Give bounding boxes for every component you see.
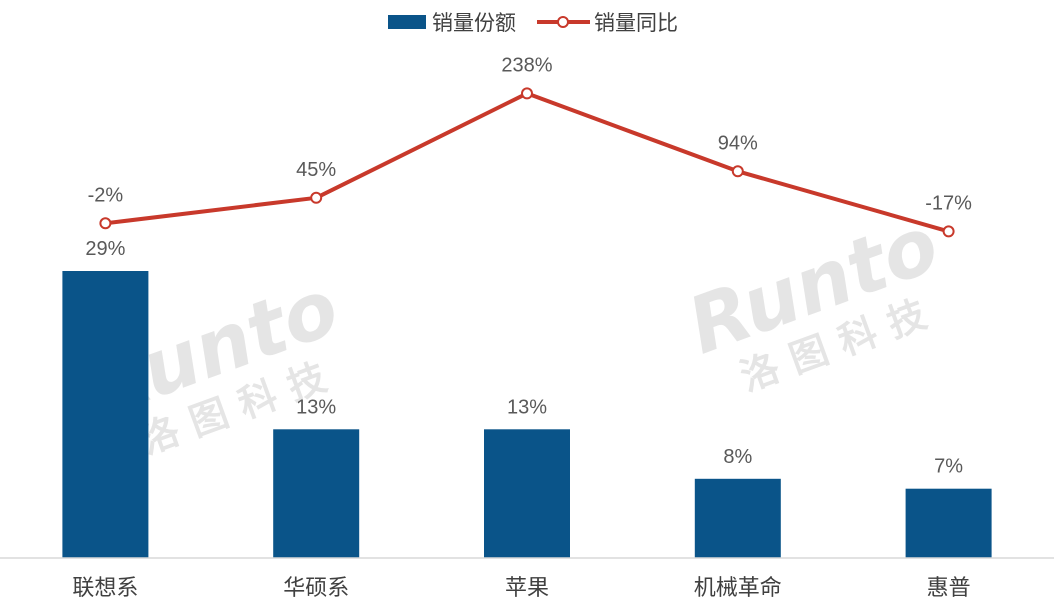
bar (273, 429, 360, 558)
watermark-right: Runto 洛图科技 (677, 200, 950, 400)
legend-swatch-marker (557, 16, 569, 28)
bar-series (62, 271, 992, 558)
line-value-label: 94% (718, 132, 758, 154)
legend-label-line: 销量同比 (594, 11, 678, 35)
line-series (99, 87, 955, 238)
line-value-label: 238% (501, 54, 552, 76)
category-label: 联想系 (72, 576, 138, 601)
category-labels: 联想系 华硕系 苹果 机械革命 惠普 (72, 576, 970, 601)
line-marker (310, 191, 323, 204)
legend: 销量份额 销量同比 (388, 11, 678, 35)
category-label: 苹果 (505, 576, 549, 601)
category-label: 机械革命 (694, 576, 782, 601)
legend-label-bar: 销量份额 (432, 11, 516, 35)
bar (62, 271, 149, 558)
legend-swatch-bar (388, 15, 426, 29)
line-value-label: 45% (296, 159, 336, 181)
bar-value-label: 8% (723, 446, 752, 468)
data-labels: 29% 13% 13% 8% 7% -2% 45% 238% 94% -17% (85, 54, 972, 477)
line-marker (731, 165, 744, 178)
bar (694, 478, 781, 558)
bar (484, 429, 570, 558)
bar-value-label: 13% (296, 396, 336, 418)
category-label: 华硕系 (283, 576, 349, 601)
line-marker (521, 87, 533, 100)
line-path (105, 91, 950, 234)
bar-value-label: 29% (85, 238, 125, 260)
bar-value-label: 13% (507, 396, 547, 418)
bar (905, 488, 992, 558)
line-marker (99, 217, 112, 230)
category-label: 惠普 (927, 576, 971, 601)
line-marker (942, 225, 955, 238)
line-value-label: -17% (925, 192, 972, 214)
bar-value-label: 7% (934, 456, 963, 478)
line-value-label: -2% (88, 184, 124, 206)
